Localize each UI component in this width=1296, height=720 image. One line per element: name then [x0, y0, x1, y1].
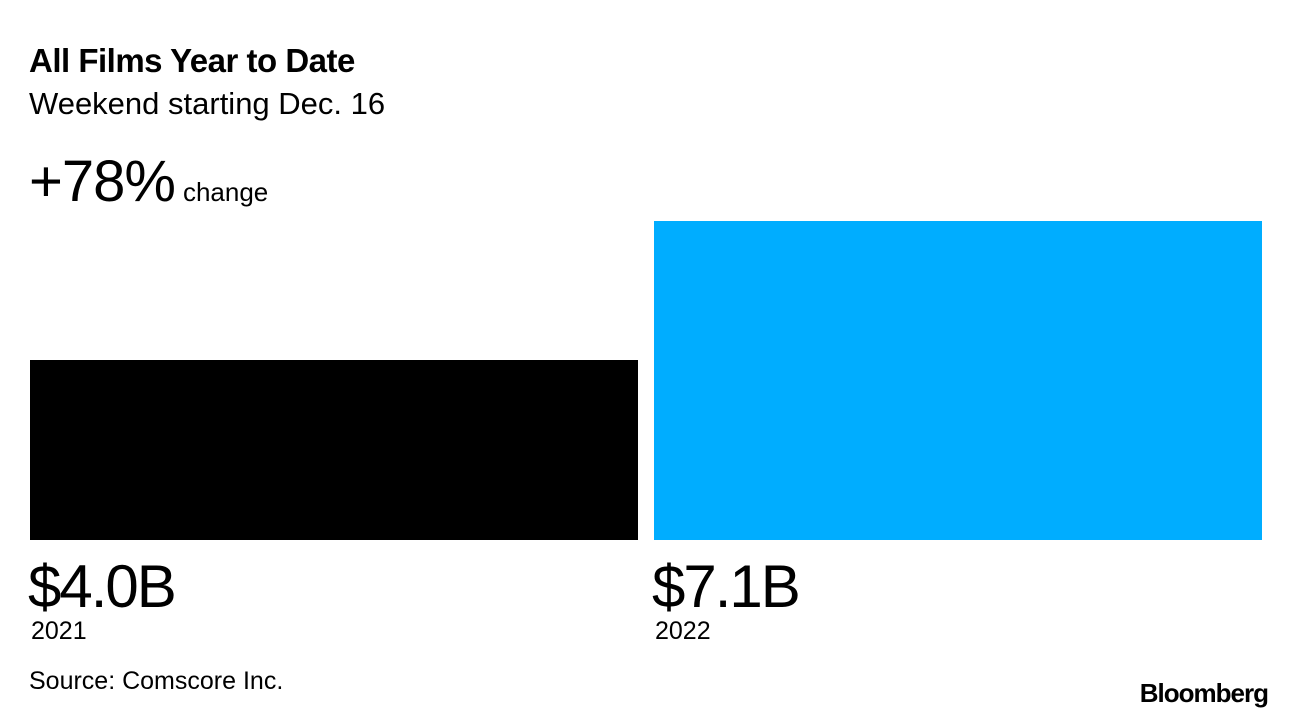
change-label: change [182, 177, 269, 207]
chart-subtitle: Weekend starting Dec. 16 [29, 86, 386, 121]
value-label: $7.1B [652, 553, 801, 620]
category-label: 2021 [31, 617, 87, 645]
bar-2021 [30, 360, 638, 540]
value-label: $4.0B [28, 553, 177, 620]
bloomberg-logo: Bloomberg [1139, 678, 1269, 708]
source-note: Source: Comscore Inc. [29, 667, 284, 695]
change-indicator: +78% change [29, 148, 268, 215]
category-label: 2022 [655, 617, 711, 645]
bar-2022 [654, 220, 1262, 540]
chart-title: All Films Year to Date [29, 42, 355, 79]
change-value: +78% [29, 149, 176, 214]
